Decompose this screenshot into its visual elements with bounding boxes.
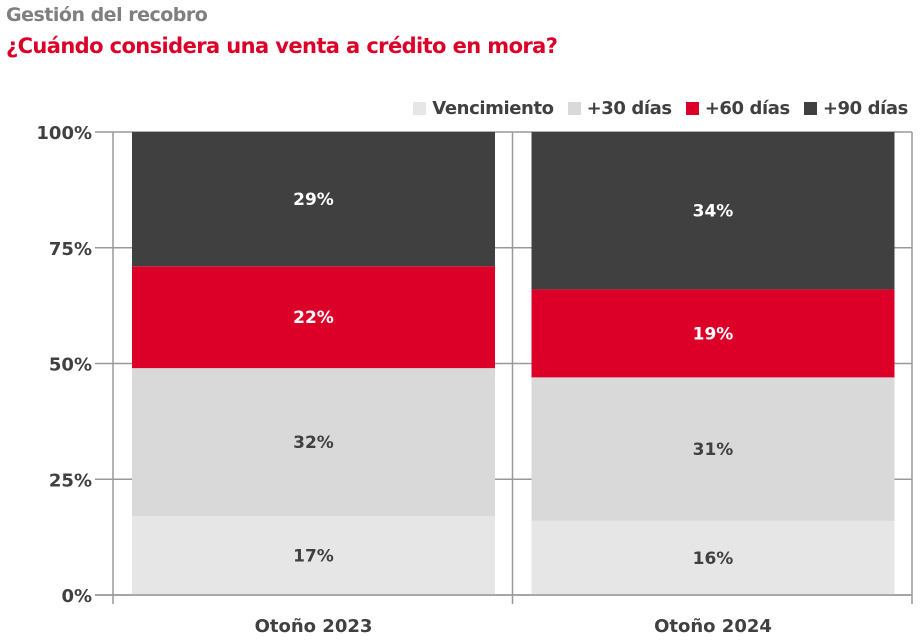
y-tick-labels: 0% 25% 50% 75% 100% <box>36 123 92 607</box>
value-label: 29% <box>293 190 334 210</box>
value-label: 34% <box>693 202 734 222</box>
legend-label: +90 días <box>822 98 909 119</box>
y-tick-label: 25% <box>49 470 92 491</box>
value-label: 19% <box>693 324 734 344</box>
chart-title: ¿Cuándo considera una venta a crédito en… <box>6 34 558 58</box>
value-label: 17% <box>293 547 334 567</box>
value-label: 22% <box>293 308 334 328</box>
value-label: 32% <box>293 433 334 453</box>
legend-label: Vencimiento <box>432 98 554 119</box>
bar-segment <box>531 289 895 378</box>
bar-segment <box>132 516 495 595</box>
bar-segment <box>531 377 895 521</box>
bar-segment <box>132 132 495 267</box>
y-tick-label: 50% <box>49 355 92 376</box>
y-tick-label: 100% <box>36 123 92 144</box>
legend-item-30-dias: +30 días <box>567 98 673 119</box>
y-tick-label: 75% <box>49 239 92 260</box>
legend: Vencimiento +30 días +60 días +90 días <box>413 98 908 119</box>
bar-segment <box>531 520 895 595</box>
legend-swatch <box>685 102 699 115</box>
legend-label: +60 días <box>704 98 791 119</box>
bar-segment <box>132 266 495 369</box>
chart-kicker: Gestión del recobro <box>6 4 208 26</box>
axes <box>95 132 913 604</box>
legend-item-60-dias: +60 días <box>685 98 791 119</box>
bar-segment <box>531 132 895 290</box>
legend-swatch <box>567 102 581 115</box>
legend-item-vencimiento: Vencimiento <box>413 98 554 119</box>
x-category-label: Otoño 2023 <box>255 616 373 637</box>
bars <box>132 132 895 595</box>
value-labels: 17% 32% 22% 29% 16% 31% 19% 34% <box>293 190 733 569</box>
x-category-labels: Otoño 2023 Otoño 2024 <box>255 616 772 637</box>
y-tick-label: 0% <box>61 586 92 607</box>
legend-swatch <box>413 102 427 115</box>
legend-item-90-dias: +90 días <box>803 98 909 119</box>
bar-segment <box>132 368 495 517</box>
legend-swatch <box>803 102 817 115</box>
legend-label: +30 días <box>586 98 673 119</box>
x-category-label: Otoño 2024 <box>654 616 772 637</box>
value-label: 31% <box>693 440 734 460</box>
value-label: 16% <box>693 549 734 569</box>
